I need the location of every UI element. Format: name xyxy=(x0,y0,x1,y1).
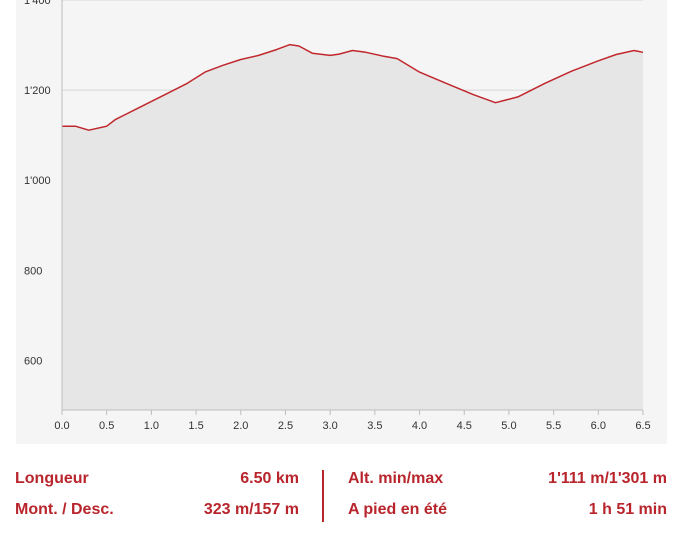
elevation-chart: 600 800 1'000 1'200 1'400 0.0 0.5 1.0 1.5 2.0 2.5 3… xyxy=(24,0,651,432)
x-tick-label: 0.0 xyxy=(54,420,69,432)
x-tick-label: 1.5 xyxy=(188,420,203,432)
x-tick-label: 6.0 xyxy=(591,420,606,432)
x-tick-label: 5.0 xyxy=(501,420,516,432)
walking-time-value: 1 h 51 min xyxy=(588,501,667,518)
elevation-area xyxy=(62,44,643,410)
y-tick-label: 1'400 xyxy=(24,0,51,7)
walking-time-label: A pied en été xyxy=(348,501,447,518)
y-tick-label: 1'200 xyxy=(24,85,51,97)
x-tick-label: 4.0 xyxy=(412,420,427,432)
length-label: Longueur xyxy=(15,470,89,487)
ascent-descent-label: Mont. / Desc. xyxy=(15,501,114,518)
x-tick-label: 5.5 xyxy=(546,420,561,432)
altitude-minmax-value: 1'111 m/1'301 m xyxy=(548,470,667,487)
x-tick-label: 0.5 xyxy=(99,420,114,432)
length-value: 6.50 km xyxy=(240,470,299,487)
x-tick-label: 4.5 xyxy=(457,420,472,432)
x-tick-label: 3.0 xyxy=(323,420,338,432)
y-tick-label: 600 xyxy=(24,355,42,367)
stats-divider xyxy=(322,470,324,522)
x-tick-label: 6.5 xyxy=(635,420,650,432)
route-stats: Longueur 6.50 km Mont. / Desc. 323 m/157… xyxy=(0,460,700,530)
altitude-minmax-label: Alt. min/max xyxy=(348,470,444,487)
y-tick-label: 800 xyxy=(24,265,42,277)
x-tick-label: 2.5 xyxy=(278,420,293,432)
elevation-chart-panel: 600 800 1'000 1'200 1'400 0.0 0.5 1.0 1.5 2.0 2.5 3… xyxy=(16,0,667,444)
x-tick-label: 2.0 xyxy=(233,420,248,432)
ascent-descent-value: 323 m/157 m xyxy=(203,501,299,518)
y-tick-label: 1'000 xyxy=(24,175,51,187)
x-tick-label: 1.0 xyxy=(144,420,159,432)
x-tick-label: 3.5 xyxy=(367,420,382,432)
elevation-line xyxy=(62,43,644,131)
